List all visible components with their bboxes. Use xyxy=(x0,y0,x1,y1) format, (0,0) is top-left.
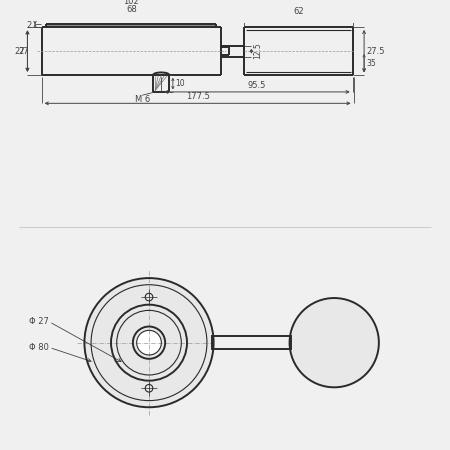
Text: 95.5: 95.5 xyxy=(248,81,266,90)
Circle shape xyxy=(85,278,214,407)
Circle shape xyxy=(290,298,379,387)
Text: 102: 102 xyxy=(123,0,139,6)
Text: M 6: M 6 xyxy=(135,95,150,104)
Text: 2: 2 xyxy=(26,21,31,30)
Bar xyxy=(47,25,215,27)
Text: 177.5: 177.5 xyxy=(186,92,210,101)
Text: 12.5: 12.5 xyxy=(253,43,262,59)
Text: 27: 27 xyxy=(18,47,28,56)
Text: 10: 10 xyxy=(175,79,184,88)
Text: 62: 62 xyxy=(293,7,304,16)
Text: 35: 35 xyxy=(366,58,376,68)
Bar xyxy=(212,337,292,349)
Text: 68: 68 xyxy=(126,5,137,14)
Circle shape xyxy=(138,331,160,354)
Text: Φ 80: Φ 80 xyxy=(29,343,50,352)
Text: 27: 27 xyxy=(14,47,25,56)
Text: 27.5: 27.5 xyxy=(366,47,384,56)
Text: Φ 27: Φ 27 xyxy=(29,317,50,326)
